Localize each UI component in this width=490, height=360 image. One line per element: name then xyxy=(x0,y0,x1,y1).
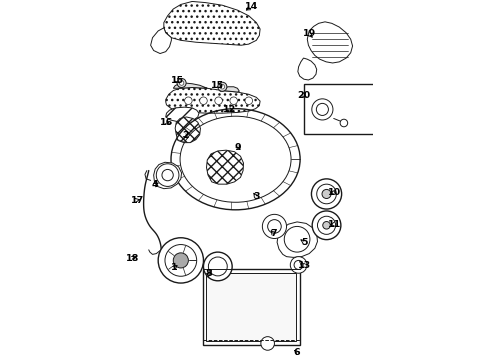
Circle shape xyxy=(317,103,328,116)
Circle shape xyxy=(230,97,238,104)
Text: 1: 1 xyxy=(171,264,177,273)
Circle shape xyxy=(323,221,330,229)
Polygon shape xyxy=(154,162,182,189)
Circle shape xyxy=(318,216,336,234)
Text: 6: 6 xyxy=(294,348,300,357)
Circle shape xyxy=(200,97,207,104)
Text: 7: 7 xyxy=(270,229,277,238)
Text: 3: 3 xyxy=(253,193,260,202)
Circle shape xyxy=(156,164,179,186)
Text: 2: 2 xyxy=(182,131,189,140)
Text: 8: 8 xyxy=(206,270,213,279)
Bar xyxy=(206,273,296,341)
Circle shape xyxy=(284,226,310,252)
Polygon shape xyxy=(307,22,353,63)
Circle shape xyxy=(262,214,287,239)
Circle shape xyxy=(312,179,342,209)
Circle shape xyxy=(173,253,188,268)
Text: 13: 13 xyxy=(298,261,311,270)
Circle shape xyxy=(340,119,348,127)
Text: 20: 20 xyxy=(297,91,310,100)
Circle shape xyxy=(312,99,333,120)
Circle shape xyxy=(162,170,173,181)
Text: 18: 18 xyxy=(126,254,139,263)
Circle shape xyxy=(177,78,186,87)
Text: 10: 10 xyxy=(328,188,342,197)
Circle shape xyxy=(294,260,303,270)
Polygon shape xyxy=(173,83,207,88)
Text: 11: 11 xyxy=(328,220,342,229)
Circle shape xyxy=(219,86,224,92)
Text: 19: 19 xyxy=(302,30,316,39)
Bar xyxy=(203,270,300,345)
Circle shape xyxy=(312,211,341,240)
Circle shape xyxy=(317,184,336,204)
Circle shape xyxy=(261,337,274,350)
Circle shape xyxy=(208,257,227,276)
Polygon shape xyxy=(164,1,260,45)
Circle shape xyxy=(178,81,184,87)
Circle shape xyxy=(268,220,281,233)
Text: 4: 4 xyxy=(152,180,158,189)
Polygon shape xyxy=(222,87,239,92)
Text: 16: 16 xyxy=(160,118,173,127)
Polygon shape xyxy=(166,107,199,121)
Circle shape xyxy=(165,244,196,276)
Text: 12: 12 xyxy=(222,105,236,114)
Polygon shape xyxy=(208,255,231,273)
Circle shape xyxy=(290,257,307,273)
Polygon shape xyxy=(150,28,172,54)
Polygon shape xyxy=(277,222,318,257)
Circle shape xyxy=(179,81,184,85)
Polygon shape xyxy=(298,58,317,80)
Circle shape xyxy=(322,189,331,198)
Circle shape xyxy=(215,97,222,104)
Circle shape xyxy=(185,97,192,104)
Circle shape xyxy=(158,238,203,283)
Text: 14: 14 xyxy=(245,2,258,11)
Text: 9: 9 xyxy=(235,143,242,152)
Text: 17: 17 xyxy=(131,195,144,204)
Polygon shape xyxy=(166,87,260,113)
Circle shape xyxy=(220,85,224,89)
Polygon shape xyxy=(206,150,244,184)
Text: 15: 15 xyxy=(211,81,224,90)
Circle shape xyxy=(245,97,252,104)
Text: 15: 15 xyxy=(171,76,184,85)
Circle shape xyxy=(203,252,232,281)
Polygon shape xyxy=(175,117,200,143)
Bar xyxy=(303,85,377,134)
Circle shape xyxy=(218,82,227,91)
Text: 5: 5 xyxy=(301,238,308,247)
